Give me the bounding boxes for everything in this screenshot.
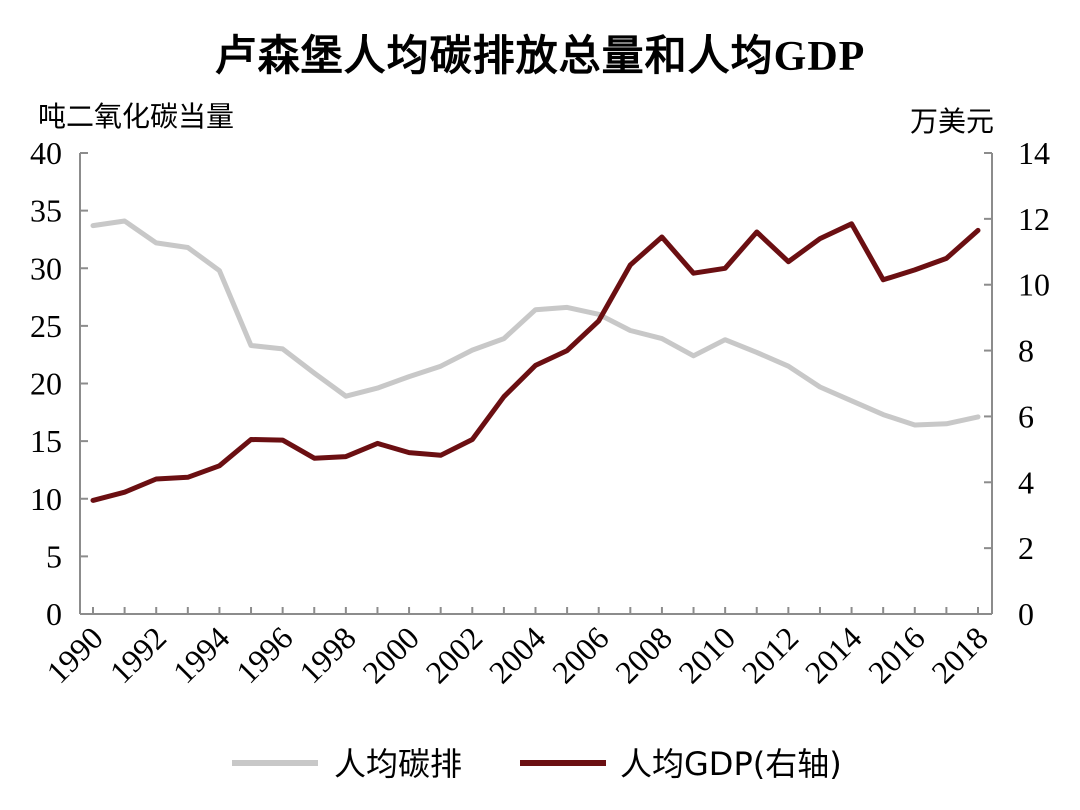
series-lines	[90, 218, 981, 503]
y-tick-label-left: 35	[30, 193, 62, 229]
y-tick-label-right: 6	[1018, 398, 1034, 434]
x-tick-label: 2016	[861, 619, 932, 690]
x-tick-label: 1996	[229, 619, 300, 690]
x-tick-label: 1992	[102, 619, 173, 690]
chart-title: 卢森堡人均碳排放总量和人均GDP	[214, 34, 866, 80]
y-tick-label-right: 10	[1018, 267, 1050, 303]
y-tick-label-left: 25	[30, 308, 62, 344]
x-tick-label: 2012	[735, 619, 806, 690]
legend: 人均碳排 人均GDP(右轴)	[232, 745, 842, 783]
y-axis-label-left: 吨二氧化碳当量	[38, 100, 235, 133]
x-tick-label: 2018	[924, 619, 995, 690]
tick-labels: 0510152025303540024681012141990199219941…	[30, 135, 1050, 690]
x-tick-label: 2000	[355, 619, 426, 690]
x-tick-label: 2014	[798, 619, 869, 690]
y-tick-label-right: 8	[1018, 333, 1034, 369]
y-tick-label-right: 12	[1018, 201, 1050, 237]
y-tick-label-right: 2	[1018, 530, 1034, 566]
axes	[79, 152, 993, 615]
x-tick-label: 2004	[482, 619, 553, 690]
y-tick-label-left: 20	[30, 366, 62, 402]
y-tick-label-left: 40	[30, 135, 62, 171]
x-tick-label: 1998	[292, 619, 363, 690]
series-line-emissions	[90, 218, 981, 428]
y-tick-label-right: 14	[1018, 135, 1050, 171]
series-line-gdp	[90, 221, 981, 503]
y-tick-label-right: 0	[1018, 596, 1034, 632]
y-tick-label-left: 5	[46, 538, 62, 574]
x-tick-label: 1994	[166, 619, 237, 690]
x-tick-label: 2006	[545, 619, 616, 690]
x-tick-label: 2008	[608, 619, 679, 690]
y-tick-label-left: 0	[46, 596, 62, 632]
legend-label: 人均碳排	[334, 745, 462, 783]
y-axis-label-right: 万美元	[909, 105, 994, 138]
legend-label: 人均GDP(右轴)	[620, 745, 842, 783]
y-tick-label-left: 10	[30, 481, 62, 517]
y-tick-label-right: 4	[1018, 464, 1034, 500]
x-tick-label: 2010	[671, 619, 742, 690]
y-tick-label-left: 15	[30, 423, 62, 459]
x-tick-label: 2002	[419, 619, 490, 690]
y-tick-label-left: 30	[30, 250, 62, 286]
